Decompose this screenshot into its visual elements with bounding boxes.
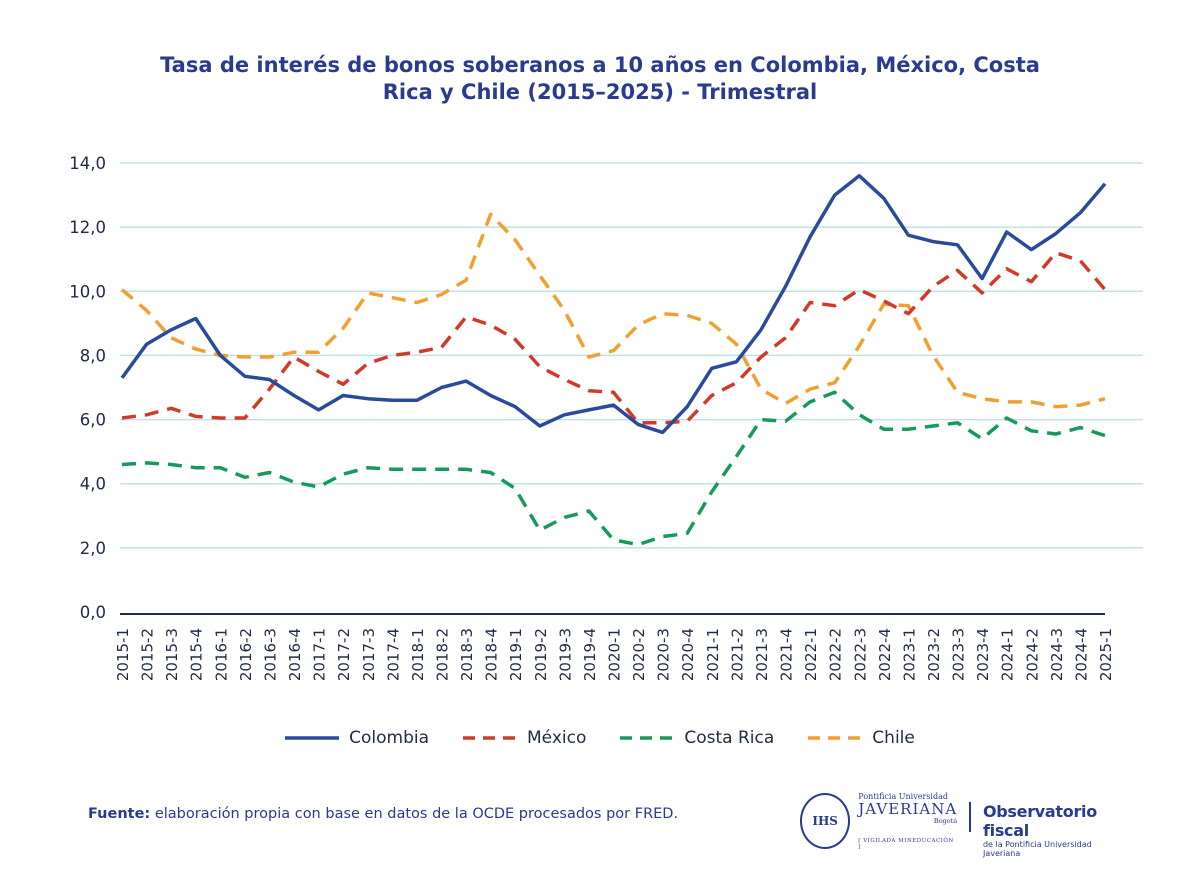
x-tick-label: 2018-4 <box>483 628 501 681</box>
source-text: elaboración propia con base en datos de … <box>150 806 679 822</box>
x-tick-label: 2021-2 <box>728 628 746 681</box>
x-tick-label: 2020-3 <box>655 628 673 681</box>
legend-item-mexico: México <box>463 728 586 748</box>
x-tick-label: 2020-1 <box>606 628 624 681</box>
observatorio-logo: Observatorio fiscal de la Pontificia Uni… <box>983 802 1130 858</box>
legend-label: Costa Rica <box>684 728 775 748</box>
x-tick-label: 2018-1 <box>409 628 427 681</box>
x-tick-label: 2021-3 <box>753 628 771 681</box>
x-tick-label: 2023-1 <box>900 628 918 681</box>
y-tick-label: 2,0 <box>80 539 106 558</box>
x-tick-label: 2021-1 <box>704 628 722 681</box>
obs-line2: de la Pontificia Universidad Javeriana <box>982 840 1092 858</box>
legend-swatch-costa-rica <box>620 736 675 740</box>
legend-item-colombia: Colombia <box>285 728 429 748</box>
x-tick-label: 2015-4 <box>188 628 206 681</box>
javeriana-seal-logo: IHS <box>800 793 851 849</box>
javeriana-wordmark: Pontificia Universidad JAVERIANA Bogotá … <box>858 792 957 851</box>
x-tick-label: 2025-1 <box>1097 628 1115 681</box>
logo-divider <box>969 802 971 832</box>
x-tick-label: 2020-4 <box>679 628 697 681</box>
x-tick-label: 2020-2 <box>630 628 648 681</box>
series-line-chile <box>120 212 1106 409</box>
source-label: Fuente: <box>88 806 151 822</box>
x-tick-label: 2016-3 <box>261 628 279 681</box>
x-tick-label: 2024-2 <box>1023 628 1041 681</box>
x-tick-label: 2016-4 <box>286 628 304 681</box>
x-tick-label: 2022-4 <box>876 628 894 681</box>
x-tick-label: 2022-3 <box>851 628 869 681</box>
legend-label: México <box>527 728 587 748</box>
y-tick-label: 4,0 <box>80 475 106 494</box>
x-tick-label: 2018-2 <box>433 628 451 681</box>
legend-swatch-colombia <box>285 736 340 740</box>
x-tick-label: 2017-3 <box>360 628 378 681</box>
x-tick-label: 2024-4 <box>1072 628 1090 681</box>
x-tick-label: 2017-2 <box>335 628 353 681</box>
x-tick-label: 2022-2 <box>827 628 845 681</box>
univ-line2: JAVERIANA <box>858 799 958 818</box>
legend-item-costa-rica: Costa Rica <box>620 728 774 748</box>
x-tick-label: 2023-3 <box>950 628 968 681</box>
legend-label: Chile <box>872 728 915 748</box>
chart-legend: Colombia México Costa Rica Chile <box>0 728 1200 748</box>
y-tick-label: 14,0 <box>69 154 106 173</box>
y-tick-label: 8,0 <box>80 346 106 365</box>
x-tick-label: 2018-3 <box>458 628 476 681</box>
seal-text: IHS <box>812 814 838 828</box>
univ-line4: [ VIGILADA MINEDUCACIÓN ] <box>858 837 954 850</box>
series-line-mexico <box>121 251 1107 425</box>
chart-title: Tasa de interés de bonos soberanos a 10 … <box>160 53 1040 104</box>
x-tick-label: 2016-2 <box>237 628 255 681</box>
x-tick-label: 2022-1 <box>802 628 820 681</box>
series-line-colombia <box>120 174 1107 435</box>
y-tick-label: 10,0 <box>69 282 106 301</box>
legend-label: Colombia <box>349 728 430 748</box>
univ-line3: Bogotá <box>933 817 958 826</box>
x-tick-label: 2019-4 <box>581 628 599 681</box>
x-tick-label: 2015-2 <box>139 628 157 681</box>
x-tick-label: 2017-1 <box>311 628 329 681</box>
legend-item-chile: Chile <box>808 728 915 748</box>
x-tick-label: 2015-1 <box>114 628 132 681</box>
y-tick-label: 12,0 <box>69 218 106 237</box>
footer-logos: IHS Pontificia Universidad JAVERIANA Bog… <box>800 786 1130 858</box>
x-tick-label: 2024-3 <box>1048 628 1066 681</box>
univ-line1: Pontificia Universidad <box>858 791 948 801</box>
obs-line1: Observatorio fiscal <box>982 802 1097 840</box>
x-tick-label: 2019-2 <box>532 628 550 681</box>
x-tick-label: 2019-1 <box>507 628 525 681</box>
x-tick-label: 2016-1 <box>212 628 230 681</box>
x-tick-label: 2021-4 <box>778 628 796 681</box>
x-tick-label: 2023-2 <box>925 628 943 681</box>
source-note: Fuente: elaboración propia con base en d… <box>88 806 678 822</box>
y-tick-label: 6,0 <box>80 411 106 430</box>
x-tick-label: 2019-3 <box>556 628 574 681</box>
legend-swatch-chile <box>808 736 863 740</box>
x-tick-label: 2015-3 <box>163 628 181 681</box>
y-tick-label: 0,0 <box>80 603 106 622</box>
x-tick-label: 2023-4 <box>974 628 992 681</box>
x-tick-label: 2017-4 <box>384 628 402 681</box>
legend-swatch-mexico <box>463 736 518 740</box>
x-tick-label: 2024-1 <box>999 628 1017 681</box>
series-line-costa-rica <box>121 390 1106 547</box>
